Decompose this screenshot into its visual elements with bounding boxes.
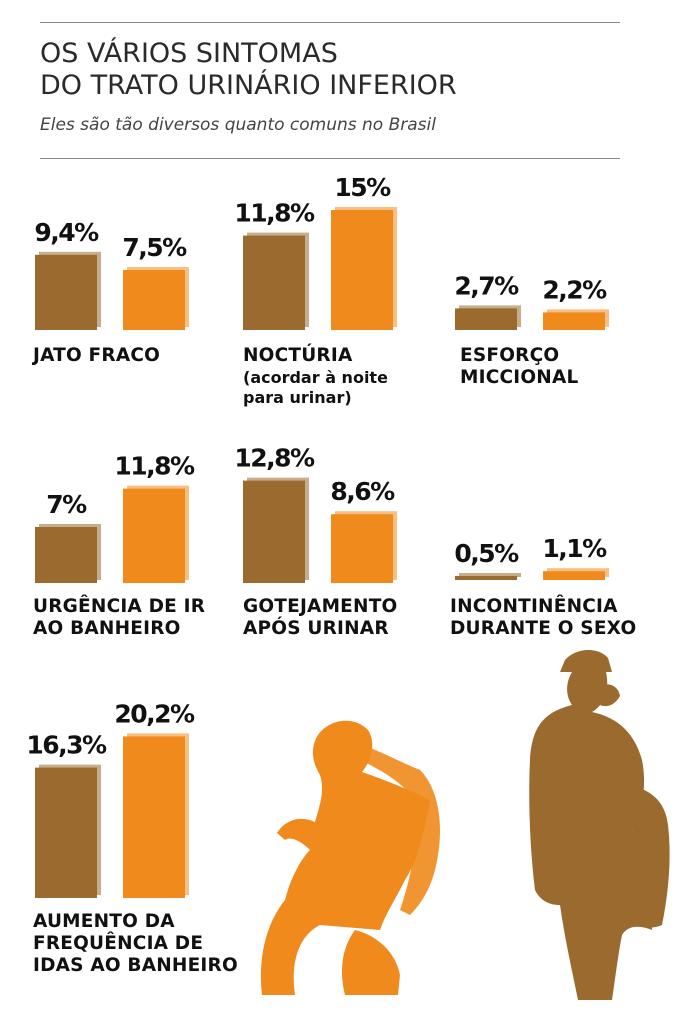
- value-label-jato-fraco-0: 9,4%: [34, 218, 99, 247]
- category-label-incontinencia: INCONTINÊNCIA DURANTE O SEXO: [450, 596, 637, 639]
- value-label-nocturia-0: 11,8%: [234, 199, 315, 228]
- bar-aumento-frequencia-women: [123, 736, 185, 898]
- bar-esforco-miccional-men: [455, 308, 517, 330]
- bar-urgencia-men: [35, 527, 97, 583]
- value-label-esforco-miccional-0: 2,7%: [454, 271, 519, 300]
- bar-jato-fraco-men: [35, 254, 97, 330]
- bar-gotejamento-men: [243, 480, 305, 583]
- value-label-incontinencia-1: 1,1%: [542, 534, 607, 563]
- value-label-gotejamento-1: 8,6%: [330, 477, 395, 506]
- standing-man-figure: [529, 649, 670, 1000]
- top-rule: [40, 22, 620, 23]
- bar-aumento-frequencia-men: [35, 767, 97, 898]
- bar-gotejamento-women: [331, 514, 393, 583]
- category-label-gotejamento: GOTEJAMENTO APÓS URINAR: [243, 596, 398, 639]
- value-label-incontinencia-0: 0,5%: [454, 539, 519, 568]
- category-label-nocturia: NOCTÚRIA: [243, 345, 353, 366]
- title-line-2: DO TRATO URINÁRIO INFERIOR: [40, 70, 457, 101]
- category-label-aumento-frequencia: AUMENTO DA FREQUÊNCIA DE IDAS AO BANHEIR…: [33, 911, 238, 976]
- chart-title: OS VÁRIOS SINTOMAS DO TRATO URINÁRIO INF…: [40, 38, 457, 102]
- category-note-nocturia: (acordar à noite para urinar): [243, 368, 388, 407]
- seated-woman-figure: [260, 720, 440, 995]
- value-label-gotejamento-0: 12,8%: [234, 444, 315, 473]
- value-label-jato-fraco-1: 7,5%: [122, 233, 187, 262]
- category-label-urgencia: URGÊNCIA DE IR AO BANHEIRO: [33, 596, 206, 639]
- bar-nocturia-men: [243, 235, 305, 330]
- value-label-esforco-miccional-1: 2,2%: [542, 275, 607, 304]
- title-line-1: OS VÁRIOS SINTOMAS: [40, 38, 338, 69]
- bar-esforco-miccional-women: [543, 312, 605, 330]
- value-label-aumento-frequencia-1: 20,2%: [114, 699, 195, 728]
- bar-nocturia-women: [331, 210, 393, 330]
- bar-incontinencia-men: [455, 576, 517, 580]
- value-label-aumento-frequencia-0: 16,3%: [26, 731, 107, 760]
- category-label-jato-fraco: JATO FRACO: [33, 345, 161, 366]
- header-rule: [40, 158, 620, 159]
- bar-jato-fraco-women: [123, 270, 185, 330]
- chart-subtitle: Eles são tão diversos quanto comuns no B…: [40, 115, 436, 135]
- bar-incontinencia-women: [543, 571, 605, 580]
- bars-layer: 9,4% 7,5% 11,8% 15% 2,7% 2,2% 7% 11,8% 12,8% 8,6%…: [26, 173, 609, 898]
- value-label-urgencia-0: 7%: [46, 490, 87, 519]
- bar-shadow-incontinencia-0: [459, 573, 521, 577]
- bar-urgencia-women: [123, 488, 185, 583]
- category-label-esforco-miccional: ESFORÇO MICCIONAL: [460, 345, 579, 388]
- value-label-nocturia-1: 15%: [334, 173, 391, 202]
- value-label-urgencia-1: 11,8%: [114, 452, 195, 481]
